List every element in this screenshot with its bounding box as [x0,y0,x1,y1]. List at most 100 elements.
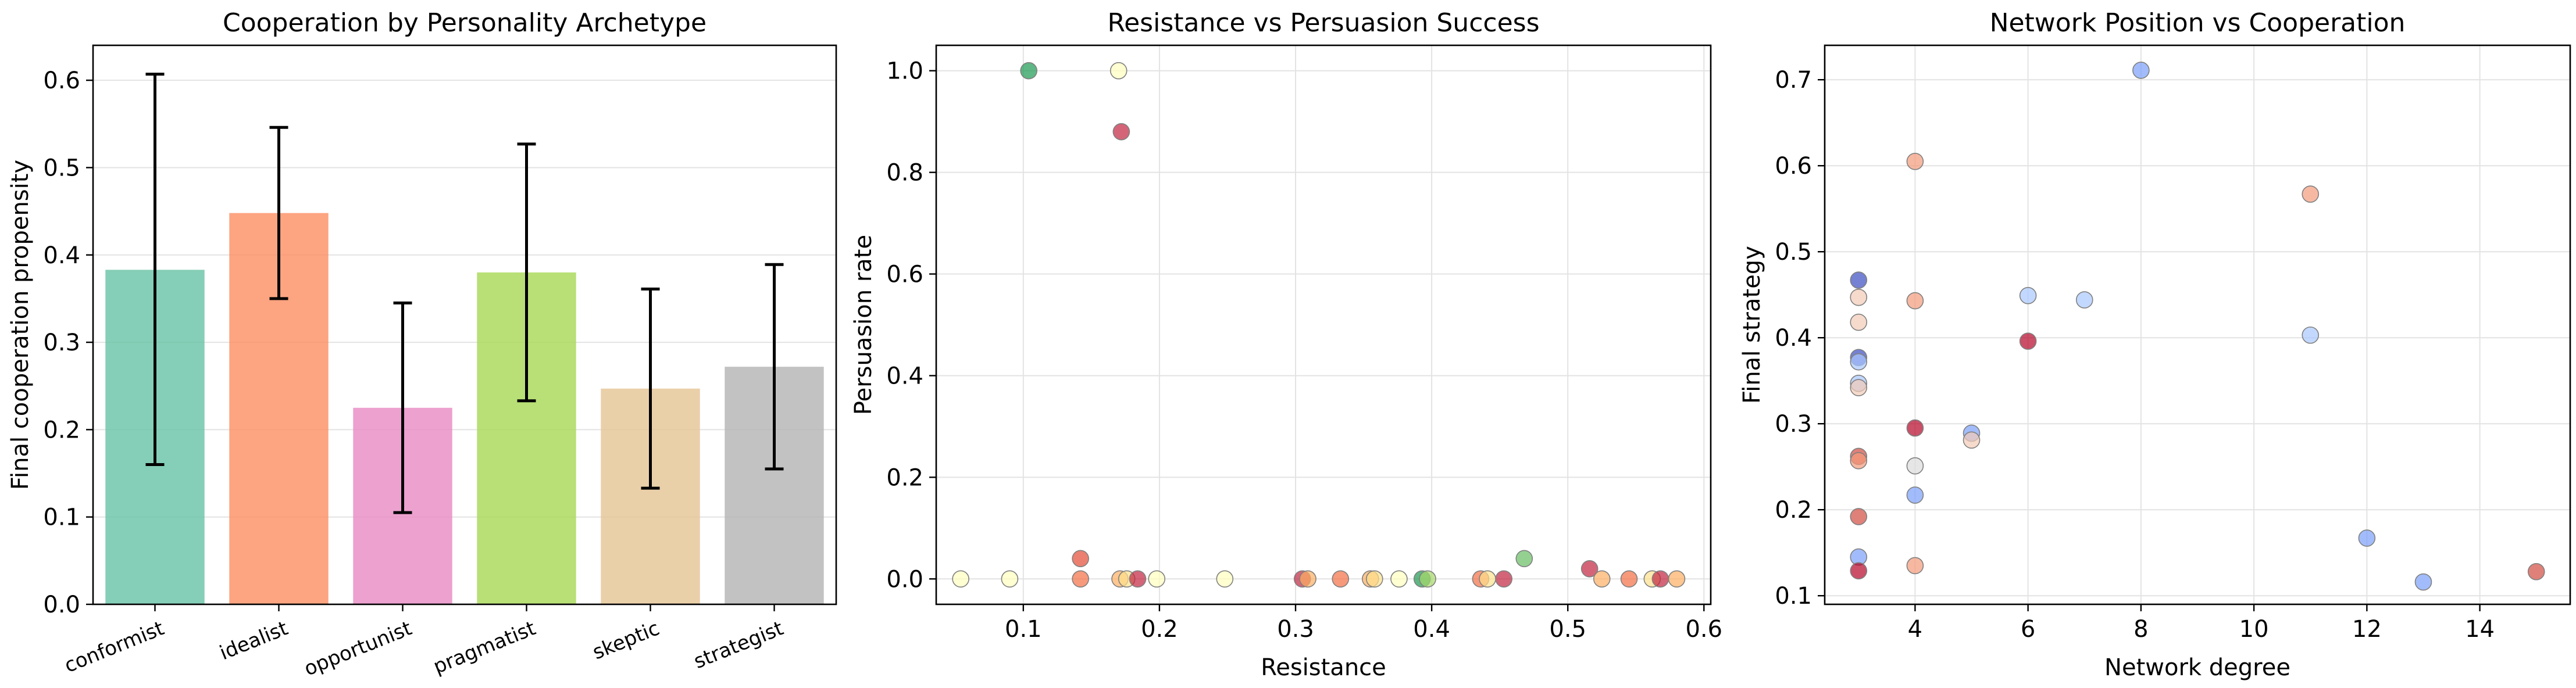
x-tick-label: 10 [2239,616,2269,643]
scatter-point [1299,570,1316,588]
resistance-scatter-x-axis-label: Resistance [1261,654,1386,681]
resistance-scatter-axes-frame [935,44,1712,605]
bar-chart-error-bars [145,73,784,514]
y-tick-label: 0.4 [886,363,923,389]
scatter-point [1850,562,1868,580]
y-tick-label: 0.4 [1775,325,1812,352]
scatter-point [1109,62,1128,80]
scatter-point [1906,292,1924,310]
y-tick-label: 0.6 [1775,153,1812,180]
scatter-point [1479,570,1496,588]
scatter-point [2414,573,2432,591]
scatter-point [1001,570,1019,588]
x-tick-label: 0.5 [1549,616,1586,643]
scatter-point [1906,419,1924,437]
x-tick-label: 8 [2133,616,2148,643]
scatter-point [1216,570,1234,588]
scatter-point [1850,508,1868,525]
network-scatter-points [1850,62,2545,591]
y-tick-label: 0.5 [1775,239,1812,266]
scatter-point [1148,570,1166,588]
scatter-point [1850,313,1868,331]
network-scatter-y-axis-label: Final strategy [1739,246,1765,404]
scatter-point [1668,570,1686,588]
scatter-point [2019,286,2037,304]
scatter-point [1515,550,1533,568]
resistance-scatter-points [952,62,1686,588]
scatter-point [1906,486,1924,504]
scatter-point [2302,326,2320,344]
scatter-point [1906,557,1924,575]
scatter-point [1850,379,1868,396]
scatter-point [1419,570,1436,588]
y-tick-label: 0.1 [43,504,80,531]
bar-chart-y-ticks: 0.0 0.1 0.2 0.3 0.4 0.5 0.6 [43,67,93,618]
x-tick-label: 12 [2352,616,2382,643]
y-tick-label: 0.0 [886,566,923,593]
bar-chart-panel: conformist idealist opportunist pragmatist s… [7,8,837,681]
y-tick-label: 0.1 [1775,583,1812,610]
scatter-point [952,570,969,588]
scatter-point [1906,152,1924,170]
scatter-point [2527,562,2545,580]
x-tick-label: 0.3 [1277,616,1314,643]
y-tick-label: 0.4 [43,242,80,269]
resistance-scatter-panel: 0.1 0.2 0.3 0.4 0.5 0.6 0.0 0.2 0.4 0.6 0.8 1.0 Re… [850,8,1722,681]
scatter-point [2302,185,2320,203]
y-tick-label: 0.6 [43,67,80,94]
x-tick-label: 0.4 [1413,616,1450,643]
network-scatter-axes-frame [1824,44,2571,605]
scatter-point [1072,570,1089,588]
scatter-point [1906,457,1924,475]
x-tick-label: 4 [1908,616,1922,643]
resistance-scatter-title: Resistance vs Persuasion Success [1108,8,1540,38]
y-tick-label: 0.2 [1775,497,1812,524]
bar-chart-title: Cooperation by Personality Archetype [223,8,707,38]
y-tick-label: 0.3 [43,329,80,356]
y-tick-label: 1.0 [886,58,923,85]
scatter-point [1495,570,1512,588]
network-scatter-title: Network Position vs Cooperation [1990,8,2406,38]
scatter-point [1129,570,1147,588]
resistance-scatter-x-ticks: 0.1 0.2 0.3 0.4 0.5 0.6 [1005,604,1722,643]
network-scatter-y-ticks: 0.1 0.2 0.3 0.4 0.5 0.6 0.7 [1775,67,1825,610]
scatter-point [1850,271,1868,289]
x-tick-label: 0.6 [1685,616,1722,643]
scatter-point [1365,570,1383,588]
scatter-point [1620,570,1638,588]
y-tick-label: 0.2 [886,464,923,491]
scatter-point [1963,431,1981,449]
scatter-point [2019,332,2037,350]
scatter-point [1850,288,1868,306]
scatter-point [1651,570,1669,588]
y-tick-label: 0.2 [43,417,80,443]
scatter-point [1580,560,1599,578]
scatter-point [1390,570,1408,588]
scatter-point [1072,550,1089,568]
scatter-point [2132,62,2150,79]
scatter-point [1850,353,1868,371]
scatter-point [1020,62,1037,80]
network-scatter-panel: 4 6 8 10 12 14 0.1 0.2 0.3 0.4 0.5 0.6 0.7 Network … [1739,8,2571,681]
scatter-point [2075,291,2093,309]
resistance-scatter-y-axis-label: Persuasion rate [850,235,877,415]
y-tick-label: 0.8 [886,160,923,187]
network-scatter-gridlines [1825,45,2570,604]
resistance-scatter-y-ticks: 0.0 0.2 0.4 0.6 0.8 1.0 [886,58,936,593]
scatter-point [1332,570,1350,588]
x-tick-label: 0.1 [1005,616,1042,643]
y-tick-label: 0.0 [43,592,80,618]
network-scatter-x-axis-label: Network degree [2104,654,2290,681]
bar-chart-axes-frame [92,44,837,605]
bar-chart-y-axis-label: Final cooperation propensity [7,160,34,490]
x-tick-label: 14 [2465,616,2495,643]
resistance-scatter-gridlines [936,45,1711,604]
y-tick-label: 0.6 [886,261,923,288]
scatter-point [2358,529,2376,547]
y-tick-label: 0.3 [1775,411,1812,438]
scatter-point [1850,452,1868,470]
x-tick-label: 0.2 [1141,616,1178,643]
y-tick-label: 0.7 [1775,67,1812,94]
scatter-point [1112,123,1130,141]
